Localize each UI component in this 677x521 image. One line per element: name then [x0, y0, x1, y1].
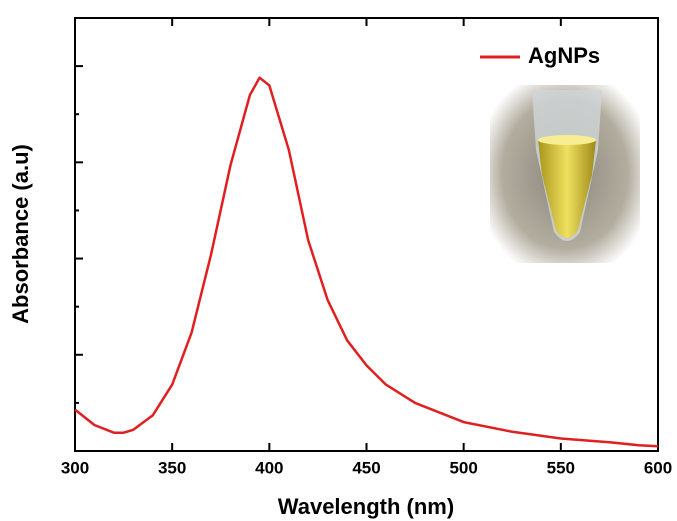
y-axis-title: Absorbance (a.u) [8, 144, 33, 324]
x-tick-label: 300 [61, 458, 89, 477]
inset-photo [490, 85, 640, 263]
x-tick-label: 350 [158, 458, 186, 477]
x-tick-label: 400 [255, 458, 283, 477]
x-axis-title: Wavelength (nm) [278, 494, 454, 519]
legend-label: AgNPs [528, 43, 600, 68]
x-tick-label: 600 [644, 458, 672, 477]
x-tick-label: 450 [352, 458, 380, 477]
data-line [74, 76, 659, 448]
x-tick-label: 550 [547, 458, 575, 477]
x-tick-label: 500 [449, 458, 477, 477]
